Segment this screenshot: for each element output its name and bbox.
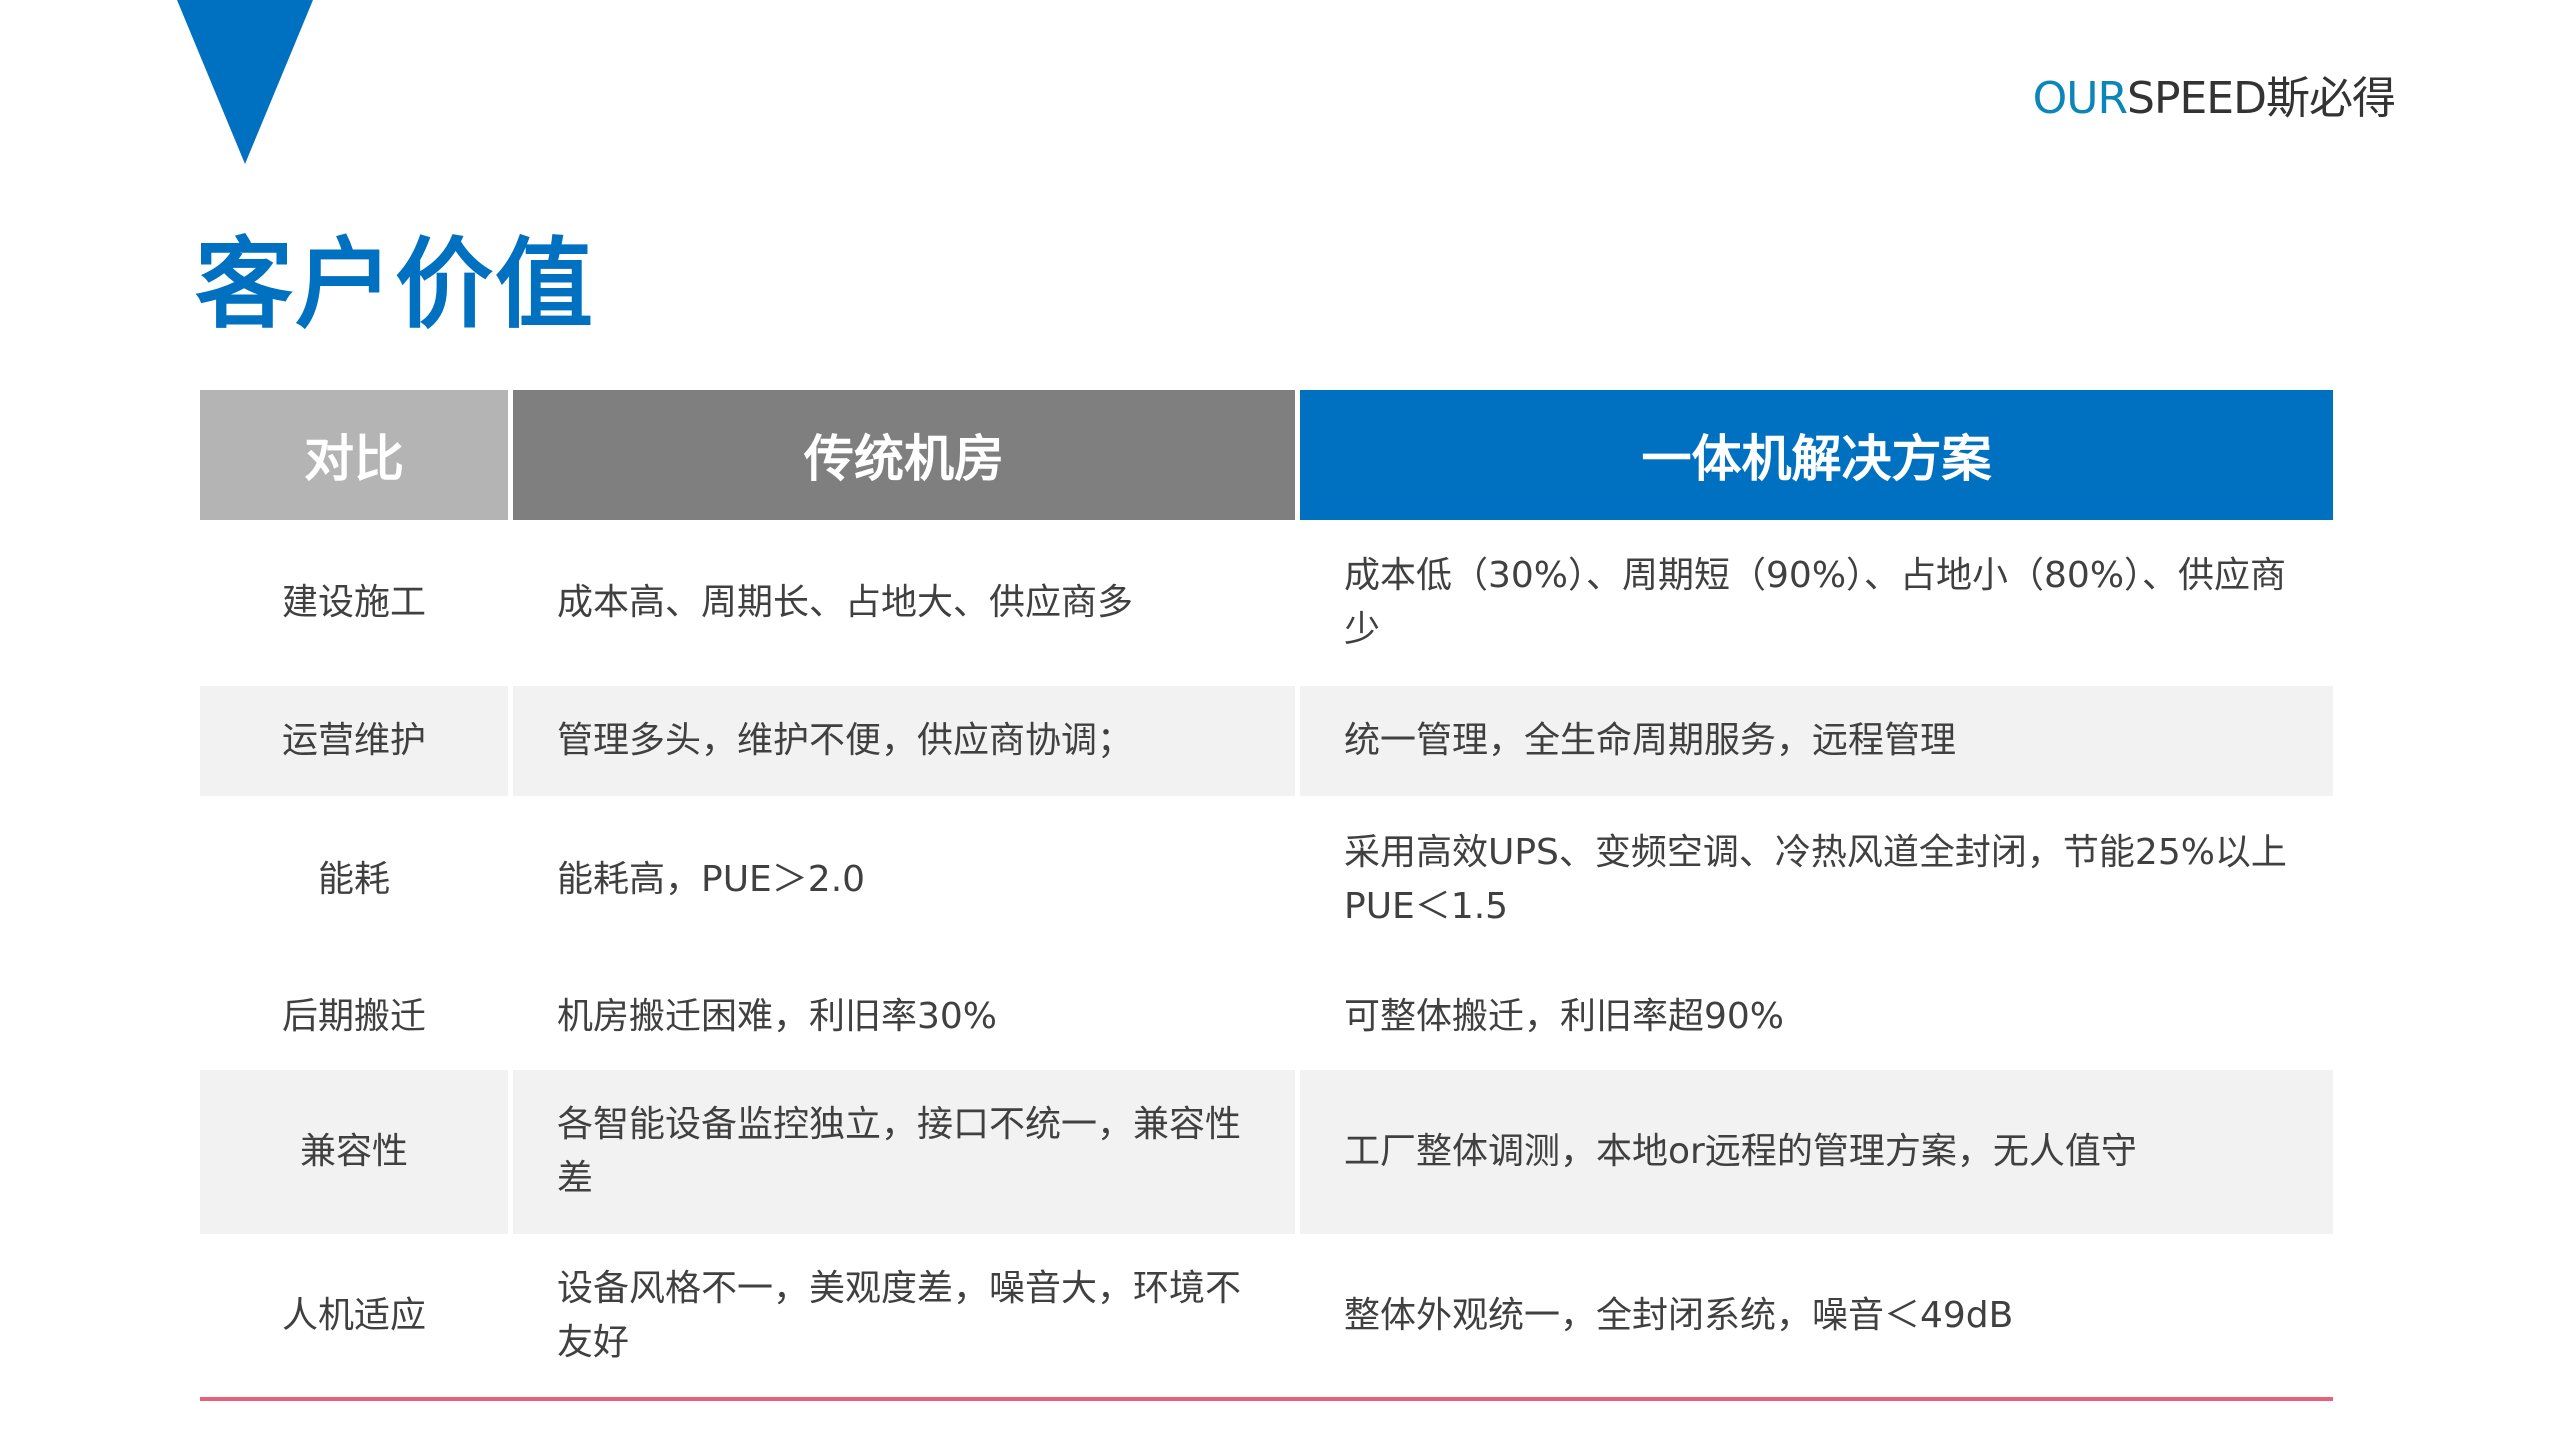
table-header-row: 对比 传统机房 一体机解决方案 <box>200 390 2333 520</box>
table-row: 建设施工 成本高、周期长、占地大、供应商多 成本低（30%）、周期短（90%）、… <box>200 520 2333 686</box>
header-traditional: 传统机房 <box>513 390 1300 520</box>
solution-cell: 成本低（30%）、周期短（90%）、占地小（80%）、供应商少 <box>1344 555 2287 650</box>
row-item: 运营维护 <box>200 686 513 796</box>
table-row: 后期搬迁 机房搬迁困难，利旧率30% 可整体搬迁，利旧率超90% <box>200 963 2333 1070</box>
table-row: 能耗 能耗高，PUE＞2.0 采用高效UPS、变频空调、冷热风道全封闭，节能25… <box>200 796 2333 963</box>
traditional-cell: 机房搬迁困难，利旧率30% <box>557 995 998 1037</box>
solution-cell: 工厂整体调测，本地or远程的管理方案，无人值守 <box>1300 1070 2333 1234</box>
table-row: 运营维护 管理多头，维护不便，供应商协调； 统一管理，全生命周期服务，远程管理 <box>200 686 2333 796</box>
traditional-cell: 成本高、周期长、占地大、供应商多 <box>557 582 1134 623</box>
row-item: 人机适应 <box>281 1295 426 1336</box>
row-item: 兼容性 <box>200 1070 513 1234</box>
solution-cell: 整体外观统一，全封闭系统，噪音＜49dB <box>1344 1295 2014 1336</box>
brand-logo: OURSPEED斯必得 <box>2032 73 2396 124</box>
table-row: 兼容性 各智能设备监控独立，接口不统一，兼容性差 工厂整体调测，本地or远程的管… <box>200 1070 2333 1234</box>
header-solution: 一体机解决方案 <box>1300 390 2333 520</box>
solution-cell: 可整体搬迁，利旧率超90% <box>1344 995 1785 1037</box>
row-item: 能耗 <box>317 858 390 900</box>
solution-cell: 统一管理，全生命周期服务，远程管理 <box>1300 686 2333 796</box>
traditional-cell: 管理多头，维护不便，供应商协调； <box>513 686 1300 796</box>
bottom-rule <box>200 1397 2333 1401</box>
comparison-table: 对比 传统机房 一体机解决方案 建设施工 成本高、周期长、占地大、供应商多 成本… <box>200 390 2333 1398</box>
traditional-cell: 各智能设备监控独立，接口不统一，兼容性差 <box>513 1070 1300 1234</box>
traditional-cell: 能耗高，PUE＞2.0 <box>557 858 866 900</box>
row-item: 建设施工 <box>281 582 426 623</box>
table-row: 人机适应 设备风格不一，美观度差，噪音大，环境不友好 整体外观统一，全封闭系统，… <box>200 1234 2333 1398</box>
traditional-cell: 设备风格不一，美观度差，噪音大，环境不友好 <box>557 1268 1242 1363</box>
decorative-triangle <box>177 0 313 164</box>
page-title: 客户价值 <box>195 228 596 342</box>
row-item: 后期搬迁 <box>281 995 426 1037</box>
solution-cell: 采用高效UPS、变频空调、冷热风道全封闭，节能25%以上PUE＜1.5 <box>1344 831 2287 927</box>
header-compare: 对比 <box>200 390 513 520</box>
